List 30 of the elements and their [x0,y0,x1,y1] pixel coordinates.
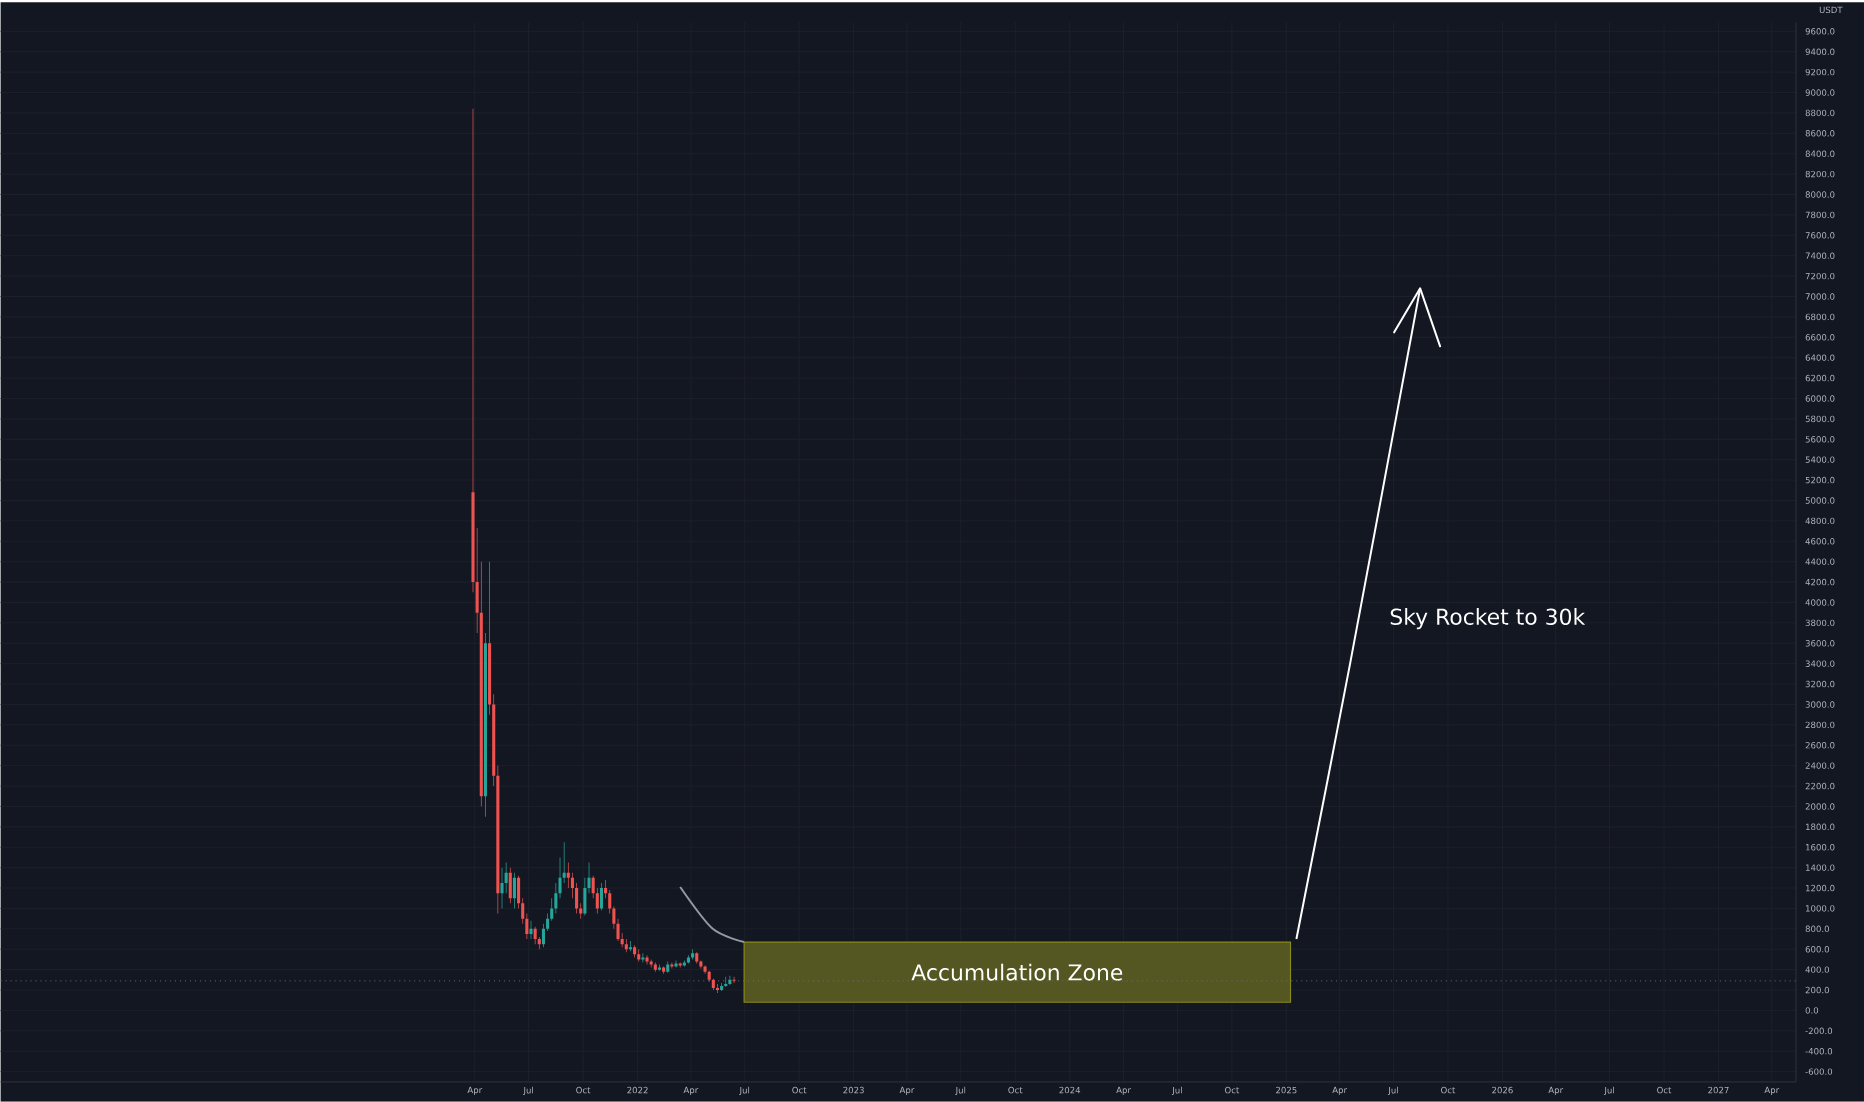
candlestick [686,955,691,964]
candlestick [720,982,724,992]
candlestick [508,867,512,904]
candlestick [483,633,487,817]
candlestick [624,939,628,953]
candlestick [637,949,641,962]
candlestick [645,955,649,965]
candlestick [724,976,728,988]
candlestick [599,883,603,911]
band-label: Accumulation Zone [911,963,1123,981]
candlestick [711,978,715,991]
candlestick [682,960,686,967]
candlestick [616,918,620,942]
candlestick [699,960,703,969]
candlestick [633,945,637,958]
candlestick [653,962,657,972]
candlestick [678,962,682,968]
candlestick [695,952,699,964]
candlestick [715,984,720,994]
candlestick [512,872,516,909]
candlestick [707,970,711,982]
candlestick [674,960,678,968]
candlestick [666,961,670,973]
annotation: Sky Rocket to 30k [1390,608,1586,630]
candlestick [479,561,483,807]
candlestick [628,941,632,952]
candlestick [691,949,695,960]
candlestick [657,964,661,971]
candlestick [533,926,537,945]
candlestick [662,966,666,974]
